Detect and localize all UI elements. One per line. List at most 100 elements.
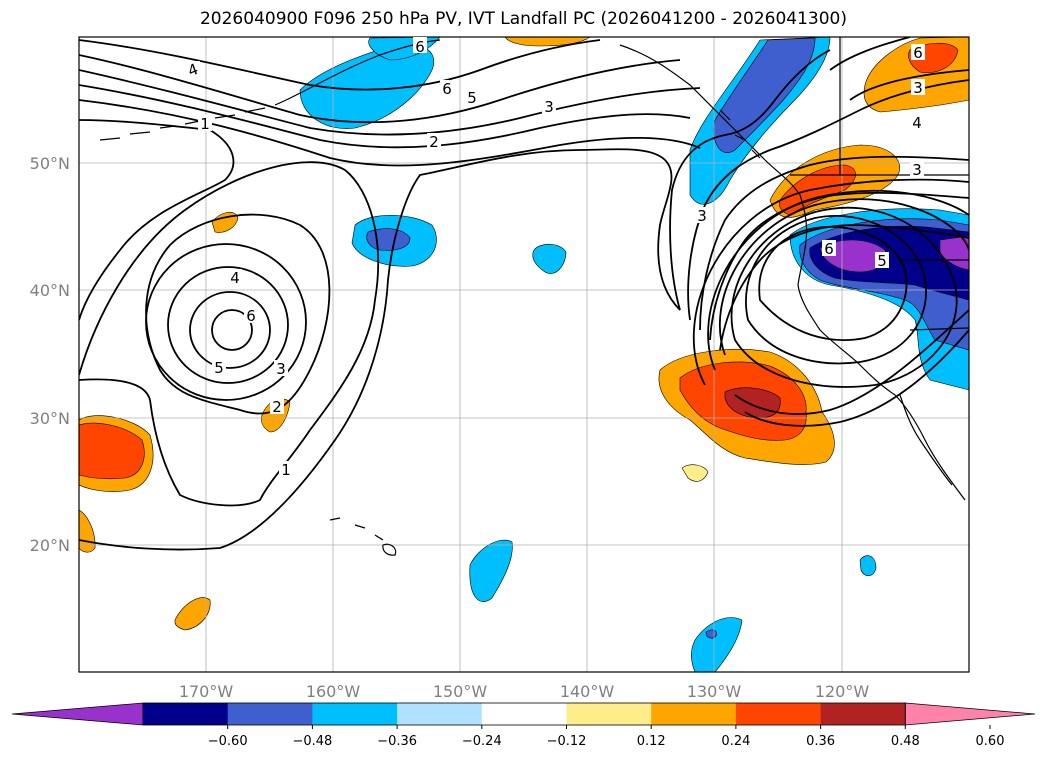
contour-label: 3	[276, 360, 286, 378]
contour-label: 3	[544, 98, 554, 116]
colorbar-swatch	[397, 703, 483, 725]
contour-line	[829, 37, 911, 71]
contour-line	[79, 54, 681, 124]
contour-line	[758, 226, 908, 341]
contour-line	[707, 189, 969, 371]
colorbar-tick-label: 0.36	[806, 734, 835, 749]
colorbar-tick-label: 0.48	[891, 734, 920, 749]
contour-label: 6	[913, 44, 923, 62]
anomaly-positive	[211, 211, 239, 233]
contour-line	[145, 213, 331, 415]
colorbar-swatch	[481, 703, 567, 725]
colorbar-tick-label: 0.60	[976, 734, 1005, 749]
anomaly-negative	[690, 617, 743, 672]
anomaly-negative	[705, 629, 717, 639]
lat-label: 30°N	[30, 409, 70, 428]
colorbar-tick-label: −0.12	[547, 734, 587, 749]
ivt-anomaly-shading	[79, 37, 969, 672]
contour-label: 6	[442, 80, 452, 98]
anomaly-negative	[299, 43, 434, 129]
pv-contours	[79, 37, 969, 551]
colorbar-swatch	[312, 703, 398, 725]
colorbar-tick-label: −0.36	[377, 734, 417, 749]
contour-label-layer: 4 6 6 5 3 2 1 3 4 6 5 3 2 1 3 6 5 4 3	[185, 37, 925, 479]
contour-label: 1	[281, 461, 291, 479]
coastlines	[99, 37, 969, 556]
contour-line	[79, 39, 601, 91]
contour-line	[167, 266, 289, 384]
contour-line	[692, 178, 969, 386]
contour-label: 6	[246, 307, 256, 325]
anomaly-negative	[532, 243, 567, 274]
contour-label: 3	[697, 207, 707, 225]
contour-line	[744, 329, 969, 427]
colorbar-swatch	[227, 703, 313, 725]
colorbar-tick-label: −0.60	[208, 734, 248, 749]
colorbar-tick-label: −0.48	[292, 734, 332, 749]
contour-line	[734, 309, 969, 415]
longitude-labels: 170°W 160°W 150°W 140°W 130°W 120°W	[179, 682, 870, 701]
contour-label: 2	[272, 398, 282, 416]
anomaly-positive	[681, 464, 709, 482]
anomaly-negative	[469, 539, 513, 602]
contour-line	[669, 49, 831, 311]
contour-label: 5	[214, 359, 224, 377]
coastline-aleutians	[99, 107, 266, 141]
colorbar-swatch	[651, 703, 737, 725]
contour-label: 4	[230, 269, 240, 287]
colorbar-swatch	[820, 703, 906, 725]
contour-line	[79, 69, 701, 136]
contour-line	[79, 161, 380, 507]
map-panel	[79, 37, 969, 672]
coastline-baja	[899, 394, 953, 486]
colorbar-outline	[142, 702, 906, 726]
lon-label: 140°W	[560, 682, 615, 701]
lat-label: 50°N	[30, 154, 70, 173]
colorbar-extend-low	[11, 702, 144, 726]
contour-label: 4	[912, 114, 922, 132]
contour-line	[687, 79, 969, 321]
lon-label: 160°W	[306, 682, 361, 701]
colorbar-extend-high	[904, 702, 1036, 726]
colorbar-swatch	[735, 703, 822, 725]
border-us-mexico	[909, 327, 969, 331]
lon-label: 170°W	[179, 682, 234, 701]
latitude-labels: 50°N 40°N 30°N 20°N	[30, 154, 70, 555]
colorbar-tick-label: 0.12	[637, 734, 666, 749]
map-frame	[78, 36, 970, 673]
anomaly-positive	[174, 597, 211, 631]
contour-label: 3	[913, 79, 923, 97]
contour-label: 3	[912, 161, 922, 179]
anomaly-positive	[504, 37, 591, 47]
contour-label: 6	[824, 240, 834, 258]
coastline-hawaii	[329, 517, 397, 556]
colorbar-tick-label: 0.24	[721, 734, 750, 749]
coastline-west-coast	[764, 159, 966, 501]
contour-label: 5	[467, 89, 477, 107]
contour-label: 2	[429, 133, 439, 151]
lon-label: 120°W	[815, 682, 870, 701]
colorbar-swatch	[143, 703, 229, 725]
contour-line	[719, 198, 969, 356]
contour-line	[79, 148, 681, 551]
lat-label: 40°N	[30, 281, 70, 300]
contour-line	[211, 309, 253, 351]
colorbar-tick-label: −0.24	[462, 734, 502, 749]
map-title: 2026040900 F096 250 hPa PV, IVT Landfall…	[199, 9, 847, 29]
contour-line	[730, 206, 958, 388]
contour-line	[79, 119, 235, 321]
anomaly-negative	[859, 555, 877, 577]
lat-label: 20°N	[30, 536, 70, 555]
contour-line	[699, 155, 969, 331]
contour-line	[189, 291, 271, 369]
contour-line	[745, 215, 927, 365]
contour-label: 6	[415, 38, 425, 56]
anomaly-positive	[79, 422, 145, 480]
contour-line	[849, 69, 969, 101]
contour-label: 5	[877, 252, 887, 270]
anomaly-negative	[713, 37, 816, 153]
lon-label: 150°W	[433, 682, 488, 701]
contour-line	[719, 224, 969, 351]
lon-label: 130°W	[687, 682, 742, 701]
